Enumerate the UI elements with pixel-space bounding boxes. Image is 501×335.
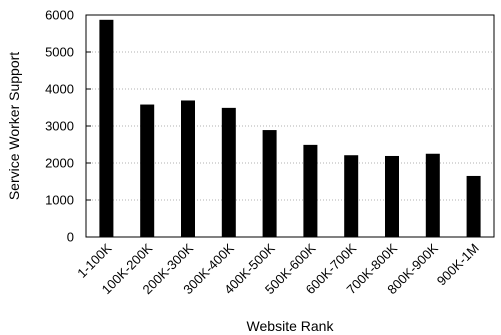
y-axis-ticks: 0 1000 2000 3000 4000 5000 6000 [45,8,91,245]
bar [221,107,236,238]
bar [181,100,195,237]
x-tick-label: 1-100K [74,240,114,280]
y-tick-label: 1000 [45,193,74,208]
y-tick-label: 0 [67,230,74,245]
bar [303,144,318,237]
bar [466,175,481,237]
bar [425,153,440,237]
x-axis-title: Website Rank [247,318,335,334]
bar [385,155,399,237]
y-tick-label: 4000 [45,82,74,97]
x-axis-ticks: 1-100K100K-200K200K-300K300K-400K400K-50… [74,232,482,297]
x-tick-label: 900K-1M [434,241,482,289]
bar [262,130,277,237]
y-tick-label: 2000 [45,156,74,171]
y-axis-title: Service Worker Support [6,52,22,200]
bar [99,19,114,238]
y-tick-label: 6000 [45,8,74,23]
bars [99,19,481,238]
y-tick-label: 5000 [45,45,74,60]
y-tick-label: 3000 [45,119,74,134]
bar [140,104,155,237]
bar [344,155,359,237]
